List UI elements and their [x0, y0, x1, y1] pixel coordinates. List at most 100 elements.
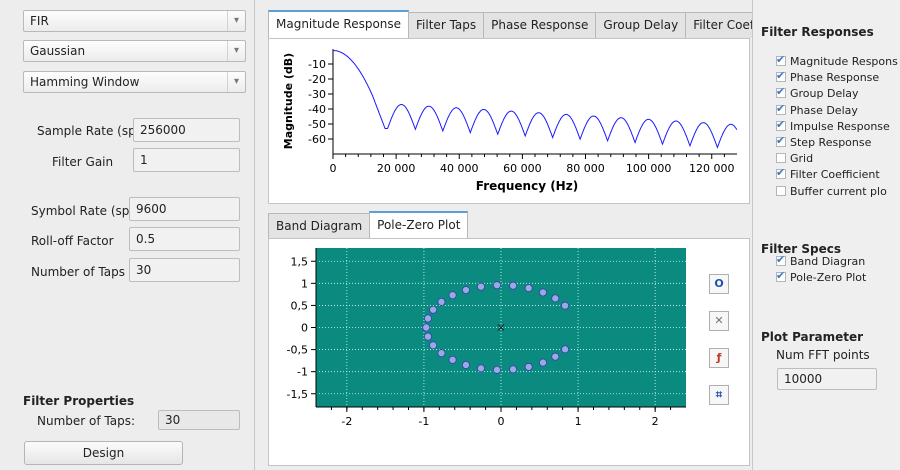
tab-magnitude-response[interactable]: Magnitude Response: [268, 10, 410, 38]
magnitude-xtick-label: 60 000: [503, 162, 542, 175]
pz-xtick-label: 1: [575, 415, 582, 428]
tab-group-delay[interactable]: Group Delay: [595, 12, 687, 38]
check-icon[interactable]: [776, 269, 786, 282]
check-icon[interactable]: [776, 53, 786, 66]
zero-marker[interactable]: [551, 294, 560, 303]
checkbox-filter-coefficient[interactable]: Filter Coefficient: [776, 166, 880, 182]
magnitude-xtick-label: 20 000: [377, 162, 416, 175]
pz-ytick-label: 1: [301, 277, 308, 290]
pole-zero-markers[interactable]: [422, 281, 570, 374]
checkbox-grid[interactable]: Grid: [776, 152, 813, 165]
checkbox-phase-response[interactable]: Phase Response: [776, 69, 879, 84]
pole-tool-icon[interactable]: ✕: [709, 311, 729, 331]
rolloff-input[interactable]: 0.5: [129, 227, 240, 251]
zero-marker[interactable]: [423, 332, 432, 341]
checkbox-group-delay[interactable]: Group Delay: [776, 85, 859, 101]
zero-marker[interactable]: [429, 305, 438, 314]
check-icon[interactable]: [776, 85, 786, 99]
checkbox-label: Magnitude Respons: [790, 55, 898, 68]
magnitude-ytick-label: -30: [308, 88, 326, 101]
pole-zero-grid: [316, 248, 686, 407]
pole-zero-area: -2 -1 0 1 2 1,5 1 0,5 0 -0,5 -1 -1,5 O ✕ ƒ ⌗: [268, 238, 750, 466]
chevron-down-icon[interactable]: ▾: [227, 72, 245, 92]
check-icon[interactable]: [776, 153, 786, 164]
symbol-rate-label: Symbol Rate (sps): [31, 204, 141, 218]
left-panel: FIR ▾ Gaussian ▾ Hamming Window ▾ Sample…: [0, 0, 255, 470]
pz-ytick-label: 0: [301, 322, 308, 335]
zero-marker[interactable]: [448, 291, 457, 300]
zero-marker[interactable]: [448, 355, 457, 364]
conjugate-tool-icon[interactable]: ƒ: [709, 348, 729, 368]
zero-marker[interactable]: [524, 362, 533, 371]
zero-marker[interactable]: [423, 314, 432, 323]
filter-type-select[interactable]: FIR ▾: [23, 10, 246, 32]
pz-ytick-label: 1,5: [291, 255, 309, 268]
zero-marker[interactable]: [422, 323, 431, 332]
zero-marker[interactable]: [524, 284, 533, 293]
tab-phase-response[interactable]: Phase Response: [483, 12, 597, 38]
prop-taps-value: 30: [158, 410, 240, 430]
magnitude-axes: 0 20 000 40 000 60 000 80 000 100 000 120 000 -…: [308, 49, 737, 175]
check-icon[interactable]: [776, 185, 786, 196]
checkbox-label: Filter Coefficient: [790, 168, 880, 182]
tab-band-diagram[interactable]: Band Diagram: [268, 213, 371, 239]
check-icon[interactable]: [776, 69, 786, 83]
checkbox-pole-zero-plot[interactable]: Pole-Zero Plot: [776, 269, 866, 284]
filter-properties-title: Filter Properties: [23, 394, 135, 408]
symbol-rate-input[interactable]: 9600: [129, 197, 240, 221]
check-icon[interactable]: [776, 118, 786, 131]
pole-zero-plot: -2 -1 0 1 2 1,5 1 0,5 0 -0,5 -1 -1,5: [287, 248, 686, 428]
tab-pole-zero-plot[interactable]: Pole-Zero Plot: [369, 211, 469, 239]
zero-marker[interactable]: [492, 365, 501, 374]
fft-points-input[interactable]: 10000: [777, 368, 877, 390]
zero-marker[interactable]: [437, 297, 446, 306]
delete-all-tool-icon[interactable]: ⌗: [709, 385, 729, 405]
zero-marker[interactable]: [538, 288, 547, 297]
pz-xtick-label: -2: [341, 415, 352, 428]
zero-marker[interactable]: [561, 301, 570, 310]
checkbox-buffer-current-plo[interactable]: Buffer current plo: [776, 185, 887, 198]
zero-marker[interactable]: [476, 364, 485, 373]
checkbox-label: Buffer current plo: [790, 184, 887, 198]
check-icon[interactable]: [776, 166, 786, 180]
sample-rate-input[interactable]: 256000: [133, 118, 240, 142]
check-icon[interactable]: [776, 134, 786, 147]
zero-marker[interactable]: [461, 360, 470, 369]
zero-marker[interactable]: [429, 341, 438, 350]
zero-marker[interactable]: [561, 345, 570, 354]
magnitude-xtick-label: 40 000: [440, 162, 479, 175]
zero-marker[interactable]: [461, 286, 470, 295]
checkbox-label: Group Delay: [790, 87, 859, 101]
window-value: Hamming Window: [30, 75, 140, 89]
window-select[interactable]: Hamming Window ▾: [23, 71, 246, 93]
checkbox-phase-delay[interactable]: Phase Delay: [776, 102, 858, 117]
spec-tabs: Band Diagram Pole-Zero Plot: [268, 211, 469, 241]
zero-marker[interactable]: [551, 352, 560, 361]
zero-marker[interactable]: [509, 365, 518, 374]
checkbox-band-diagran[interactable]: Band Diagran: [776, 253, 865, 268]
design-button[interactable]: Design: [24, 441, 183, 465]
plot-parameter-title: Plot Parameter: [761, 330, 864, 344]
chevron-down-icon[interactable]: ▾: [227, 41, 245, 61]
zero-marker[interactable]: [538, 358, 547, 367]
magnitude-xtick-label: 80 000: [566, 162, 605, 175]
num-taps-input[interactable]: 30: [129, 258, 240, 282]
magnitude-ytick-label: -10: [308, 58, 326, 71]
zero-tool-icon[interactable]: O: [709, 274, 729, 294]
filter-design-select[interactable]: Gaussian ▾: [23, 40, 246, 62]
magnitude-xtick-label: 100 000: [626, 162, 672, 175]
zero-marker[interactable]: [509, 281, 518, 290]
pole-marker[interactable]: [497, 324, 505, 331]
check-icon[interactable]: [776, 253, 786, 266]
zero-marker[interactable]: [437, 349, 446, 358]
zero-marker[interactable]: [492, 281, 501, 290]
magnitude-plot: 0 20 000 40 000 60 000 80 000 100 000 120 000 -…: [282, 49, 738, 193]
zero-marker[interactable]: [476, 282, 485, 291]
checkbox-magnitude-respons[interactable]: Magnitude Respons: [776, 53, 898, 68]
checkbox-impulse-response[interactable]: Impulse Response: [776, 118, 890, 133]
chevron-down-icon[interactable]: ▾: [227, 11, 245, 31]
filter-gain-input[interactable]: 1: [133, 148, 240, 172]
checkbox-step-response[interactable]: Step Response: [776, 134, 871, 149]
tab-filter-taps[interactable]: Filter Taps: [408, 12, 485, 38]
check-icon[interactable]: [776, 102, 786, 115]
